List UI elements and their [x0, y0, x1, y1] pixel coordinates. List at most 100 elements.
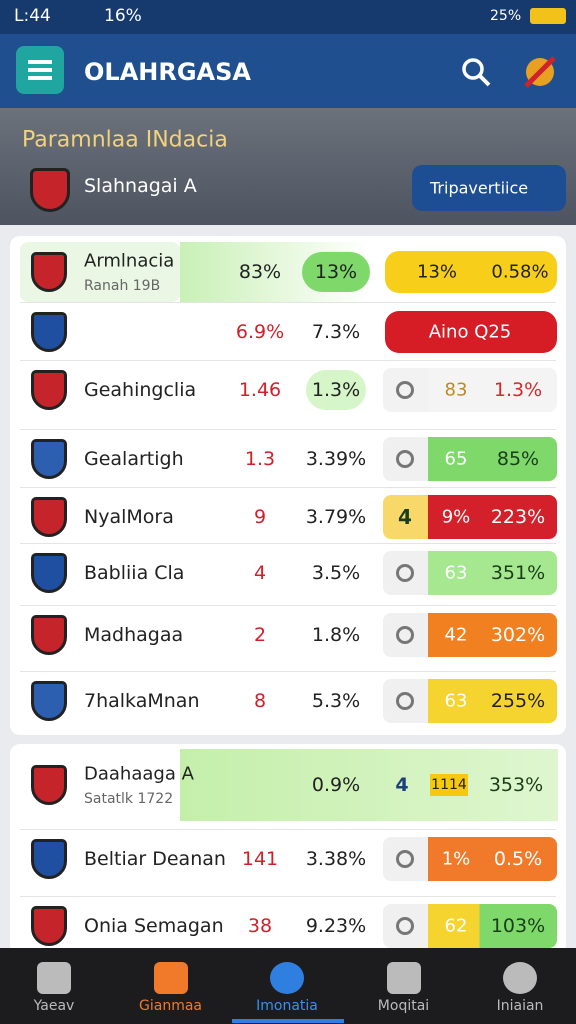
team-logo — [31, 252, 67, 292]
profile-icon[interactable] — [522, 54, 558, 90]
team-logo — [31, 312, 67, 352]
team-logo — [31, 839, 67, 879]
stat-a: 8 — [253, 690, 267, 712]
stat-a: 141 — [241, 848, 279, 870]
team-name: Daahaaga A — [84, 763, 194, 785]
stat-b: 3.38% — [305, 848, 367, 870]
stat-d: 353% — [488, 774, 544, 796]
status-bar — [0, 0, 576, 34]
stat-d: 103% — [490, 915, 546, 937]
divider — [20, 429, 556, 430]
stat-c: 1114 — [431, 777, 467, 793]
team-logo — [31, 370, 67, 410]
stat-b: 3.79% — [305, 506, 367, 528]
stat-box — [428, 368, 557, 412]
divider — [20, 360, 556, 361]
team-logo — [31, 906, 67, 946]
divider — [20, 829, 556, 830]
stat-c: 62 — [444, 915, 468, 937]
stat-b: 7.3% — [311, 321, 361, 343]
stat-icon — [396, 381, 414, 399]
divider — [20, 302, 556, 303]
stat-box — [428, 679, 557, 723]
search-icon[interactable] — [460, 56, 492, 88]
stat-icon — [396, 626, 414, 644]
team-logo — [31, 615, 67, 655]
nav-label: Gianmaa — [139, 998, 202, 1014]
stat-c: 1% — [441, 848, 471, 870]
nav-icon[interactable] — [37, 962, 71, 994]
stat-c: 83 — [444, 379, 468, 401]
team-logo — [31, 439, 67, 479]
stat-icon — [396, 917, 414, 935]
menu-button[interactable] — [16, 46, 64, 94]
divider — [20, 671, 556, 672]
nav-icon[interactable] — [153, 962, 188, 994]
nav-icon[interactable] — [503, 962, 537, 994]
stat-icon: 4 — [395, 774, 409, 796]
stat-b: 9.23% — [305, 915, 367, 937]
stat-a: 38 — [247, 915, 273, 937]
stat-badge — [306, 370, 366, 410]
stat-a: 83% — [238, 261, 282, 283]
team-name: Gealartigh — [84, 448, 184, 470]
stat-pill — [385, 251, 557, 293]
stat-c: 9% — [441, 506, 471, 528]
divider — [20, 487, 556, 488]
stat-b: 1.3% — [311, 379, 361, 401]
team-name: 7halkaMnan — [84, 690, 200, 712]
stat-b: 3.39% — [305, 448, 367, 470]
stat-d: 1.3% — [493, 379, 543, 401]
stat-a: 6.9% — [235, 321, 285, 343]
team-logo — [31, 765, 67, 805]
header-button[interactable] — [412, 165, 566, 211]
nav-icon[interactable] — [270, 962, 304, 994]
stat-box — [430, 774, 468, 796]
header-button-label: Tripavertiice — [430, 178, 529, 198]
stat-b: 5.3% — [311, 690, 361, 712]
stat-icon — [396, 850, 414, 868]
team-name: Onia Semagan — [84, 915, 224, 937]
stat-a: 1.46 — [238, 379, 282, 401]
stat-d: 0.5% — [493, 848, 543, 870]
stat-a: 2 — [253, 624, 267, 646]
team-sub: Ranah 19B — [84, 278, 161, 294]
nav-label: Iniaian — [496, 998, 544, 1014]
status-percent: 16% — [104, 6, 142, 26]
stat-icon — [396, 564, 414, 582]
stat-icon — [396, 450, 414, 468]
stat-d: Aino Q25 — [428, 321, 512, 343]
team-sub: Satatlk 1722 — [84, 791, 174, 807]
nav-label: Imonatia — [256, 998, 318, 1014]
stat-d: 85% — [496, 448, 540, 470]
stat-d: 0.58% — [491, 261, 549, 283]
icon-box — [383, 495, 428, 539]
team-logo — [31, 553, 67, 593]
stat-c: 65 — [444, 448, 468, 470]
team-name: NyalMora — [84, 506, 174, 528]
stat-badge — [302, 252, 370, 292]
nav-label: Moqitai — [377, 998, 430, 1014]
divider — [20, 543, 556, 544]
stat-c: 13% — [416, 261, 458, 283]
stat-box — [428, 437, 557, 481]
status-time: L:44 — [14, 6, 51, 26]
stat-box — [428, 551, 557, 595]
stat-icon: 4 — [398, 505, 412, 529]
team-name: Geahingclia — [84, 379, 197, 401]
stat-d: 351% — [490, 562, 546, 584]
stat-d: 302% — [490, 624, 546, 646]
team-name: Armlnacia — [84, 250, 175, 272]
team-name: Babliia Cla — [84, 562, 185, 584]
stat-c: 63 — [444, 690, 468, 712]
row-highlight — [180, 749, 558, 821]
nav-icon[interactable] — [386, 962, 421, 994]
stat-box — [428, 904, 557, 948]
section-title: Paramnlaa INdacia — [22, 127, 228, 153]
divider — [20, 896, 556, 897]
team-name: Madhagaa — [84, 624, 184, 646]
team-name: Slahnagai A — [84, 175, 197, 197]
stat-d: 255% — [490, 690, 546, 712]
stat-icon — [396, 692, 414, 710]
stat-b: 0.9% — [311, 774, 361, 796]
